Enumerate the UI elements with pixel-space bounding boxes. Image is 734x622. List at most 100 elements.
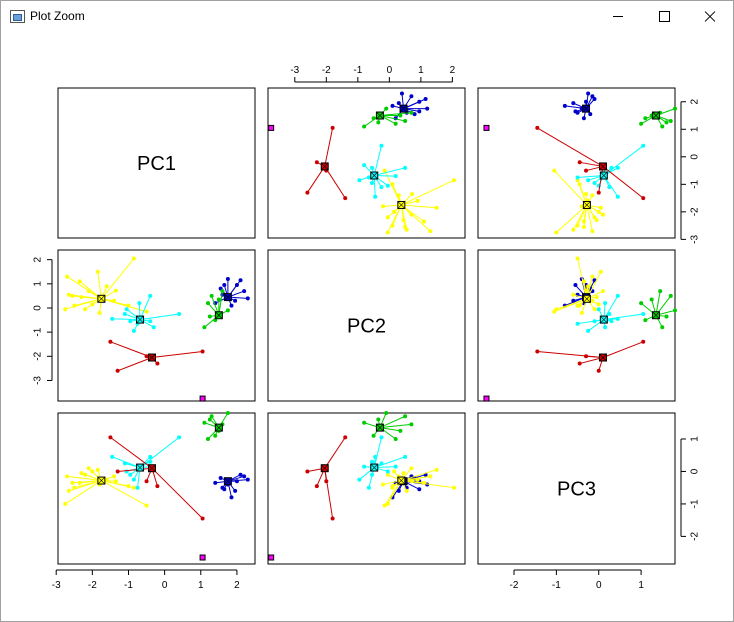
point-c2-p16-1-2 [571,292,576,297]
point-c1-p0-1-0 [202,325,207,330]
point-c2-p14-0-1 [381,204,386,209]
point-c2-p8-0-2 [594,218,599,223]
point-c3-p1-2-1 [357,477,362,482]
title-bar[interactable]: Plot Zoom [1,1,733,32]
centroid-mark-b-c1-1-2 [652,311,660,319]
centroid-mark-b-c3-1-0 [136,315,144,324]
window-title: Plot Zoom [30,9,85,23]
spoke-c1-p3-1-2 [655,290,661,316]
point-c2-p17-0-2 [590,193,595,198]
point-c0-p5-2-0 [245,477,250,482]
point-c0-p4-0-1 [396,101,401,106]
point-c2-p2-0-1 [385,215,390,220]
centroid-mark-b-c3-1-2 [600,315,608,324]
panel-frame-1-1 [267,249,466,402]
point-c2-p16-1-0 [66,292,71,297]
point-c1-p3-2-1 [409,422,414,427]
point-c2-p9-2-0 [126,484,131,489]
centroid-mark-b-c1-2-1 [376,423,384,432]
point-c3-p7-2-1 [362,464,367,469]
maximize-icon[interactable] [641,1,687,32]
spoke-c3-p3-0-1 [373,145,382,176]
point-c2-p8-2-0 [79,471,84,476]
spoke-c1-p1-2-1 [379,415,406,429]
x-tick-label-pc2-0: -3 [290,65,299,76]
centroid-c5-0-1 [268,124,275,131]
point-c4-p2-2-0 [115,469,120,474]
centroid-c5-0-2 [483,124,490,131]
point-c0-p8-0-2 [562,103,567,108]
centroid-c5-1-0 [199,395,206,402]
point-c2-p6-2-0 [86,466,91,471]
point-c0-p7-2-0 [213,480,218,485]
x-tick-label-pc2-3: 0 [387,65,393,76]
point-c3-p6-0-2 [615,165,620,170]
point-c4-p1-1-0 [200,349,205,354]
point-c3-p6-2-1 [403,454,408,459]
spoke-c4-p0-1-0 [110,341,153,358]
y-tick-label-pc2-2: -1 [33,327,44,336]
point-c0-p8-1-0 [229,303,234,308]
spoke-c2-p13-1-0 [101,298,147,313]
centroid-mark-b-c1-0-1 [376,111,384,120]
point-c0-p10-1-2 [573,283,578,288]
point-c1-p0-0-2 [660,124,665,129]
point-c4-p4-0-2 [577,160,582,165]
point-c2-p0-1-0 [65,274,70,279]
point-c0-p4-0-2 [571,101,576,106]
panel-frame-2-2 [477,412,676,565]
point-c3-p3-1-0 [177,312,182,317]
centroid-mark-b-c4-0-2 [599,162,607,171]
x-tick-label-pc3-1: -1 [552,580,561,591]
point-c2-p4-1-0 [131,256,136,261]
centroid-mark-b-c1-0-2 [652,111,660,120]
point-c3-p5-1-0 [128,319,133,324]
centroid-mark-b-c3-0-2 [600,171,608,180]
point-c3-p8-2-0 [135,485,140,490]
point-c1-p1-0-2 [668,119,673,124]
point-c0-p10-0-2 [573,109,578,114]
point-c4-p2-0-1 [305,190,310,195]
spoke-c4-p0-1-2 [602,341,644,358]
panel-frame-2-1 [267,412,466,565]
panel-frame-0-1 [267,87,466,239]
point-c2-p13-2-0 [144,503,149,508]
point-c1-p6-1-0 [216,297,221,302]
point-c2-p4-2-1 [451,485,456,490]
y-tick-label-pc3-0: -2 [690,532,701,541]
spoke-c2-p0-2-0 [66,475,102,482]
point-c1-p2-2-0 [213,433,218,438]
point-c4-p0-1-0 [108,339,113,344]
point-c0-p9-0-1 [423,97,428,102]
spoke-c4-p2-1-0 [117,357,153,372]
spoke-c2-p13-2-1 [384,480,402,506]
point-c0-p5-0-1 [399,91,404,96]
point-c4-p1-2-0 [200,516,205,521]
point-c2-p6-2-1 [409,466,414,471]
point-c0-p3-0-2 [590,94,595,99]
point-c4-p0-2-1 [343,435,348,440]
close-icon[interactable] [687,1,733,32]
point-c2-p6-0-2 [600,212,605,217]
point-c2-p13-2-1 [382,503,387,508]
point-c2-p11-1-0 [95,269,100,274]
point-c4-p2-1-2 [596,368,601,373]
point-c0-p2-2-0 [234,479,239,484]
point-c3-p8-0-1 [366,175,371,180]
point-c2-p15-0-2 [596,209,601,214]
point-c1-p7-1-0 [207,314,212,319]
point-c2-p0-1-2 [590,274,595,279]
spoke-c4-p2-2-0 [117,467,153,472]
point-c4-p1-0-1 [330,125,335,130]
point-c0-p0-0-1 [412,112,417,117]
point-c4-p3-1-2 [584,354,589,359]
point-c3-p10-1-2 [596,307,601,312]
minimize-icon[interactable] [595,1,641,32]
point-c2-p2-2-1 [385,472,390,477]
point-c1-p4-0-2 [639,121,644,126]
point-c2-p8-1-2 [594,295,599,300]
diagonal-label-pc3: PC3 [557,479,596,501]
spoke-c3-p3-1-0 [139,313,180,321]
panel-frame-0-2 [477,87,676,239]
centroid-mark-b-c4-0-1 [321,162,329,171]
